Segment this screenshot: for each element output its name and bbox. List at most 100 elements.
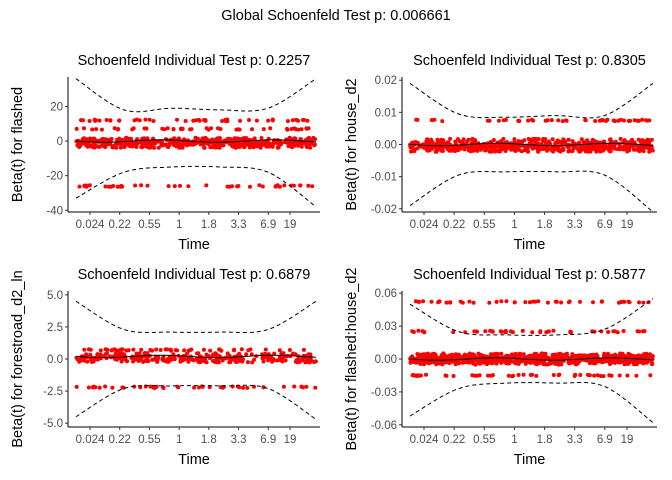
residual-point [461,137,466,142]
residual-point [456,137,460,142]
residual-point [489,149,494,154]
residual-point [117,351,122,356]
residual-point [501,145,506,150]
residual-point [139,347,144,352]
residual-point [521,372,526,377]
residual-point [466,137,471,142]
residual-point [485,357,490,362]
residual-point [444,373,449,378]
residual-point [551,328,556,333]
residual-point [640,329,645,334]
residual-point [415,140,420,145]
residual-point [451,330,456,335]
residual-point [608,137,612,142]
residual-point [134,351,139,356]
x-tick-label: 1.8 [537,219,553,231]
residual-point [151,119,156,123]
residual-point [202,145,207,150]
residual-point [535,355,540,360]
residual-point [640,117,645,122]
y-axis-label: Beta(t) for flashed:house_d2 [344,268,360,451]
residual-point [482,144,487,149]
residual-point [556,148,561,153]
residual-point [165,347,170,352]
residual-point [130,127,135,132]
residual-point [109,348,114,353]
residual-point [433,352,438,357]
residual-point [480,354,485,359]
residual-point [420,353,424,357]
residual-point [642,355,647,360]
residual-point [247,118,251,122]
residual-point [523,300,528,305]
residual-point [165,126,170,131]
x-tick-label: 6.9 [260,219,276,231]
residual-point [577,140,582,145]
residual-point [217,145,222,150]
residual-point [183,119,188,123]
residual-point [566,137,571,142]
residual-point [518,140,523,145]
y-tick-label: -0.02 [371,204,397,216]
x-axis-label: Time [178,237,210,253]
residual-point [97,385,102,390]
residual-point [538,330,543,335]
residual-point [189,127,194,132]
residual-point [581,140,586,145]
residual-point [412,357,417,362]
residual-point [203,357,208,362]
residual-point [244,352,249,357]
residual-points [408,299,655,379]
residual-point [432,117,437,122]
residual-point [412,149,417,154]
residual-point [490,373,495,378]
residual-point [239,347,244,352]
residual-point [112,126,117,131]
residual-point [211,141,216,145]
residual-point [510,330,515,335]
residual-point [230,384,235,389]
residual-point [551,373,556,377]
residual-point [248,347,253,352]
residual-point [543,353,548,358]
residual-point [546,329,551,334]
residual-point [144,126,149,131]
residual-point [412,373,417,378]
residual-point [92,117,97,122]
residual-point [613,139,618,144]
residual-point [493,145,497,150]
residual-point [254,140,259,145]
x-tick-label: 3.3 [567,434,583,446]
residual-point [204,183,209,188]
residual-point [110,385,115,390]
residual-point [270,117,275,122]
residual-point [266,358,270,363]
residual-point [197,385,201,390]
residual-point [606,330,611,334]
residual-point [313,359,318,364]
residual-point [182,348,187,353]
residual-point [145,183,150,188]
residual-point [470,373,475,378]
residual-point [548,141,553,146]
residual-point [578,373,583,377]
residual-point [413,299,418,304]
residual-point [626,299,631,304]
residual-point [536,145,541,150]
residual-point [148,384,153,389]
residual-point [290,118,295,123]
residual-point [167,141,172,146]
lower-band [409,382,654,424]
y-tick-label: 0.02 [375,75,397,87]
residual-point [637,118,641,123]
residual-point [531,136,536,141]
residual-point [299,144,304,149]
residual-point [423,355,428,360]
residual-point [124,136,129,140]
x-tick-label: 6.9 [260,434,276,446]
panel-1: Schoenfeld Individual Test p: 0.2257 20 0 -… [10,53,320,253]
residual-point [474,373,479,378]
residual-point [483,329,488,334]
residual-point [277,348,282,353]
residual-point [645,359,649,364]
